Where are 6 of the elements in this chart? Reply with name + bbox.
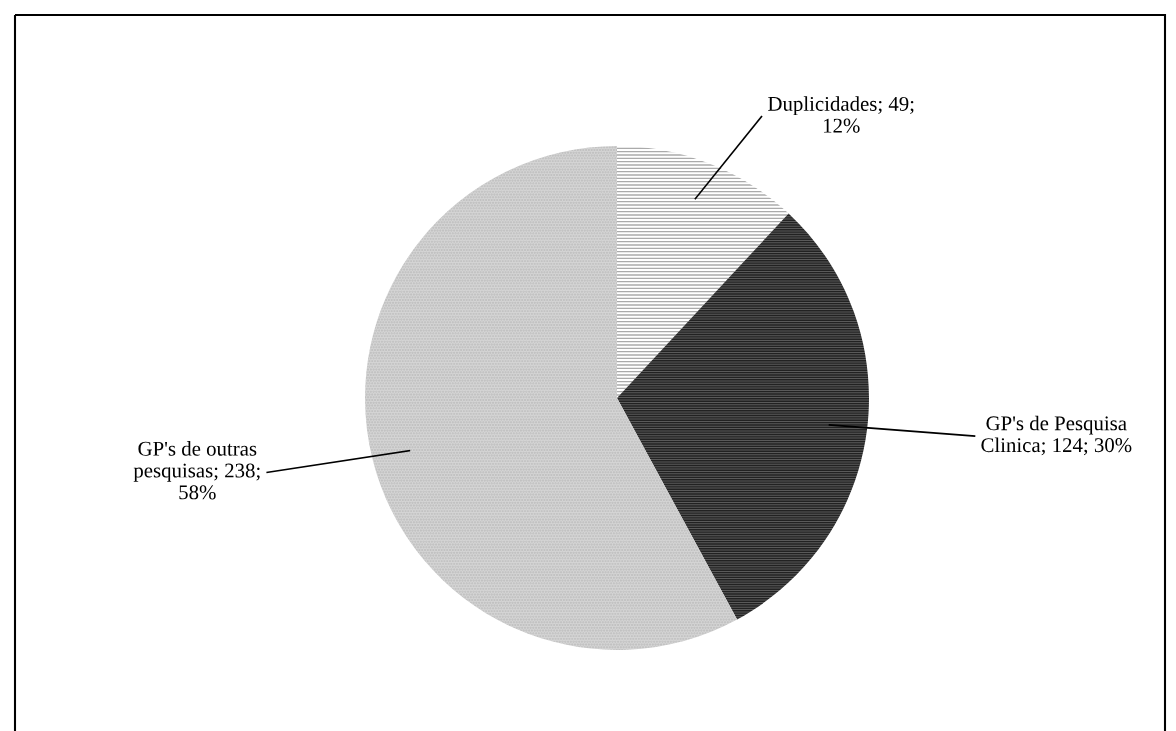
pie-slice xyxy=(365,146,738,650)
slice-label: Duplicidades; 49; 12% xyxy=(768,96,914,133)
slice-label: GP's de outras pesquisas; 238; 58% xyxy=(133,441,260,500)
pie-slice xyxy=(617,146,789,398)
pie-slice xyxy=(617,213,869,620)
slice-label: GP's de Pesquisa Clinica; 124; 30% xyxy=(981,415,1132,456)
